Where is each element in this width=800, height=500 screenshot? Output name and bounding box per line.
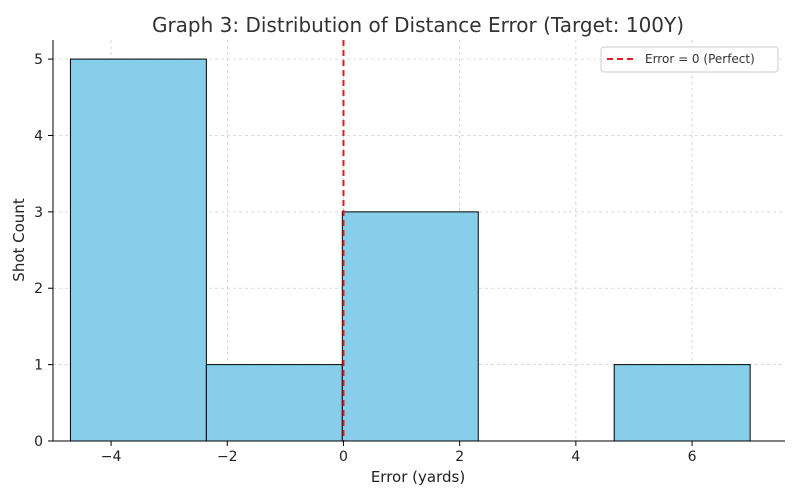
legend-label: Error = 0 (Perfect) xyxy=(645,52,755,66)
y-tick-label-3: 3 xyxy=(34,205,43,221)
x-tick-label-4: 4 xyxy=(571,449,580,465)
y-tick-label-0: 0 xyxy=(34,434,43,450)
x-axis-label: Error (yards) xyxy=(371,468,465,486)
histogram-bar-0 xyxy=(69,58,207,442)
x-tick-label-0: −4 xyxy=(101,449,122,465)
chart-title: Graph 3: Distribution of Distance Error … xyxy=(152,13,684,37)
legend-box xyxy=(600,46,779,73)
x-tick-label-5: 6 xyxy=(688,449,697,465)
ticks-layer: −4 −2 0 2 4 6 0 1 2 3 4 5 xyxy=(34,52,697,465)
y-tick-label-5: 5 xyxy=(34,52,43,68)
bars-layer xyxy=(69,58,751,442)
histogram-bar-4 xyxy=(613,364,751,442)
x-tick-label-2: 0 xyxy=(339,449,348,465)
x-tick-label-1: −2 xyxy=(217,449,238,465)
y-tick-label-2: 2 xyxy=(34,281,43,297)
histogram-bar-2 xyxy=(341,211,479,442)
y-tick-label-4: 4 xyxy=(34,128,43,144)
histogram-bar-1 xyxy=(205,364,343,442)
y-tick-label-1: 1 xyxy=(34,358,43,374)
x-tick-label-3: 2 xyxy=(455,449,464,465)
y-axis-label: Shot Count xyxy=(10,198,28,282)
axes-layer xyxy=(52,40,785,442)
legend: Error = 0 (Perfect) xyxy=(600,46,779,73)
